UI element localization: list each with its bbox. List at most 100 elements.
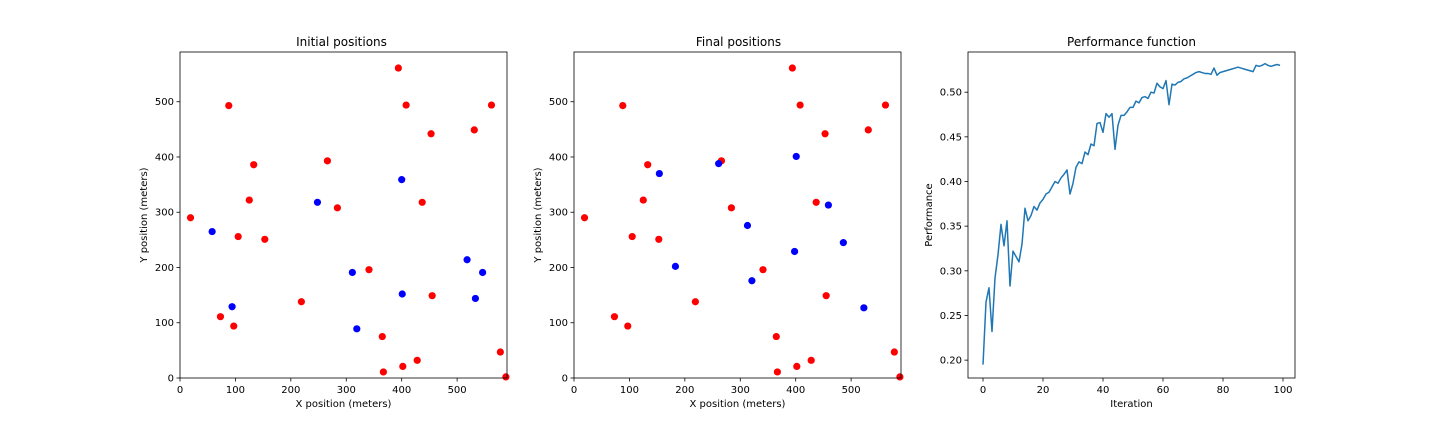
blue-point (208, 227, 216, 236)
red-point (225, 101, 233, 110)
blue-point (471, 294, 480, 303)
y-axis-label: Performance (924, 183, 935, 246)
blue-point (671, 262, 680, 270)
plot-frame (179, 51, 508, 379)
red-point (807, 356, 815, 364)
x-tick-label: 100 (226, 385, 245, 396)
y-tick-label: 300 (155, 208, 174, 219)
x-axis-label: X position (meters) (296, 399, 392, 410)
x-tick-label: 200 (675, 385, 694, 396)
chart-title: Initial positions (296, 35, 387, 49)
red-point (413, 356, 421, 364)
red-point (788, 64, 796, 72)
blue-point (313, 198, 322, 206)
tick-layer: 0 100 200 300 400 500 0 100 200 300 400 500 (549, 97, 861, 396)
red-point (496, 348, 504, 356)
blue-point (398, 176, 406, 184)
red-point (245, 196, 253, 204)
red-point (378, 332, 386, 341)
red-point (644, 161, 652, 169)
y-axis-label: Y position (meters) (139, 167, 150, 263)
y-tick-label: 0.25 (940, 311, 962, 322)
blue-point (792, 152, 800, 161)
tick-layer: 0 20 40 60 80 100 0.20 0.25 0.30 0.35 0.40 0.45 0.50 (940, 88, 1293, 396)
blue-point (353, 325, 361, 333)
red-point (773, 368, 782, 376)
red-point (580, 214, 589, 222)
marks-layer (580, 64, 904, 381)
x-tick-label: 0 (177, 385, 183, 396)
red-point (793, 362, 801, 370)
x-tick-label: 300 (731, 385, 750, 396)
red-point (428, 292, 436, 300)
red-point (379, 368, 388, 376)
red-point (639, 196, 647, 204)
red-point (487, 101, 496, 109)
red-point (812, 198, 820, 206)
red-point (230, 322, 238, 330)
red-point (890, 348, 898, 356)
chart-title: Final positions (696, 35, 781, 49)
red-point (250, 161, 258, 169)
red-point (399, 362, 407, 370)
red-point (821, 130, 829, 138)
x-tick-label: 60 (1157, 385, 1170, 396)
y-tick-label: 500 (155, 97, 174, 108)
marks-layer (186, 64, 510, 381)
axes-final-positions: Final positions X position (meters) Y po… (533, 35, 904, 410)
x-tick-label: 300 (337, 385, 356, 396)
blue-point (655, 169, 663, 178)
red-point (796, 101, 804, 109)
red-point (216, 313, 225, 321)
y-tick-label: 0 (562, 374, 568, 385)
red-point (772, 332, 780, 341)
red-point (727, 204, 736, 212)
red-point (896, 373, 904, 381)
y-tick-label: 0.50 (940, 88, 962, 99)
x-tick-label: 500 (842, 385, 861, 396)
red-point (234, 232, 242, 241)
blue-point (463, 256, 471, 264)
y-tick-label: 200 (155, 263, 174, 274)
tick-layer: 0 100 200 300 400 500 0 100 200 300 400 500 (155, 97, 467, 396)
y-tick-label: 0.30 (940, 266, 962, 277)
chart-title: Performance function (1067, 35, 1196, 49)
red-point (624, 322, 632, 330)
red-point (394, 64, 402, 72)
axes-initial-positions: Initial positions X position (meters) Y … (139, 35, 510, 410)
blue-point (824, 201, 832, 209)
marks-layer (982, 62, 1281, 365)
blue-point (715, 160, 723, 168)
x-tick-label: 80 (1217, 385, 1230, 396)
y-tick-label: 300 (549, 208, 568, 219)
red-point (619, 101, 627, 110)
x-tick-label: 400 (786, 385, 805, 396)
red-point (502, 373, 510, 381)
y-tick-label: 0.35 (940, 222, 962, 233)
plot-frame (573, 51, 902, 379)
x-tick-label: 40 (1097, 385, 1110, 396)
red-point (610, 313, 619, 321)
blue-point (398, 290, 406, 298)
red-point (261, 235, 269, 243)
x-axis-label: Iteration (1110, 399, 1152, 410)
x-tick-label: 100 (1273, 385, 1292, 396)
red-point (427, 130, 435, 138)
red-point (333, 204, 342, 212)
red-point (418, 198, 426, 206)
y-tick-label: 500 (549, 97, 568, 108)
red-point (628, 232, 636, 241)
x-tick-label: 100 (620, 385, 639, 396)
blue-point (228, 303, 236, 311)
blue-point (743, 221, 752, 230)
red-point (881, 101, 890, 109)
y-tick-label: 100 (549, 318, 568, 329)
y-tick-label: 200 (549, 263, 568, 274)
x-tick-label: 500 (448, 385, 467, 396)
y-tick-label: 0.45 (940, 132, 962, 143)
x-tick-label: 400 (392, 385, 411, 396)
y-tick-label: 0.20 (940, 356, 962, 367)
y-axis-label: Y position (meters) (533, 167, 544, 263)
y-tick-label: 0.40 (940, 177, 962, 188)
red-point (864, 126, 872, 134)
